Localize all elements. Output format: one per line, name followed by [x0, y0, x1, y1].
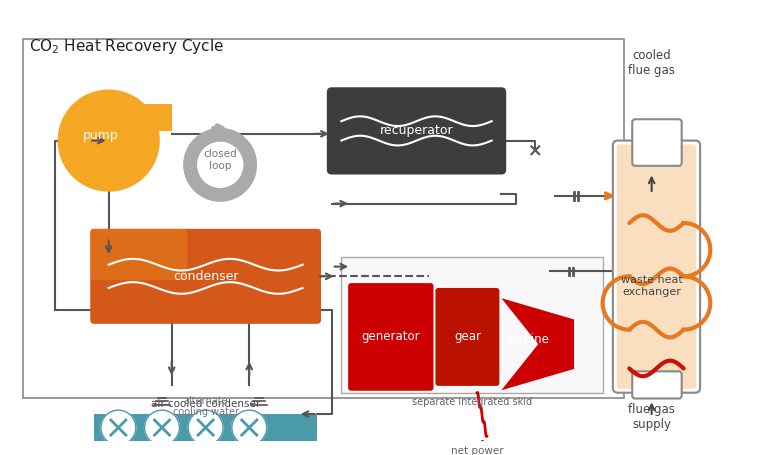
- FancyBboxPatch shape: [632, 371, 681, 399]
- Text: pump: pump: [83, 129, 119, 142]
- FancyBboxPatch shape: [90, 229, 187, 280]
- Text: separate integrated skid: separate integrated skid: [412, 397, 532, 407]
- Text: gear: gear: [454, 330, 481, 344]
- Text: condenser: condenser: [173, 270, 239, 283]
- Circle shape: [101, 410, 136, 445]
- FancyBboxPatch shape: [435, 288, 500, 386]
- Text: recuperator: recuperator: [380, 124, 454, 137]
- Circle shape: [59, 90, 159, 191]
- Circle shape: [145, 410, 179, 445]
- Polygon shape: [501, 298, 574, 390]
- Text: air-cooled condenser: air-cooled condenser: [151, 399, 260, 409]
- Polygon shape: [183, 128, 256, 202]
- FancyBboxPatch shape: [90, 229, 321, 324]
- Circle shape: [232, 410, 266, 445]
- Text: generator: generator: [361, 330, 420, 344]
- Text: net power: net power: [450, 446, 504, 455]
- Text: CO$_2$ Heat Recovery Cycle: CO$_2$ Heat Recovery Cycle: [29, 37, 224, 56]
- Text: closed
loop: closed loop: [203, 149, 237, 171]
- Circle shape: [188, 410, 223, 445]
- Wedge shape: [183, 128, 252, 202]
- Text: cooled
flue gas: cooled flue gas: [628, 49, 675, 77]
- FancyBboxPatch shape: [348, 283, 434, 391]
- Text: waste heat
exchanger: waste heat exchanger: [621, 275, 682, 297]
- Text: turbine: turbine: [507, 333, 550, 346]
- Text: flue gas
supply: flue gas supply: [628, 403, 675, 431]
- FancyBboxPatch shape: [613, 141, 700, 393]
- Wedge shape: [240, 147, 257, 183]
- FancyBboxPatch shape: [94, 414, 317, 441]
- FancyBboxPatch shape: [109, 104, 172, 131]
- Text: alternate
cooling water: alternate cooling water: [172, 395, 239, 417]
- FancyBboxPatch shape: [632, 119, 681, 166]
- FancyBboxPatch shape: [617, 145, 696, 389]
- FancyBboxPatch shape: [326, 87, 506, 175]
- FancyBboxPatch shape: [341, 257, 603, 393]
